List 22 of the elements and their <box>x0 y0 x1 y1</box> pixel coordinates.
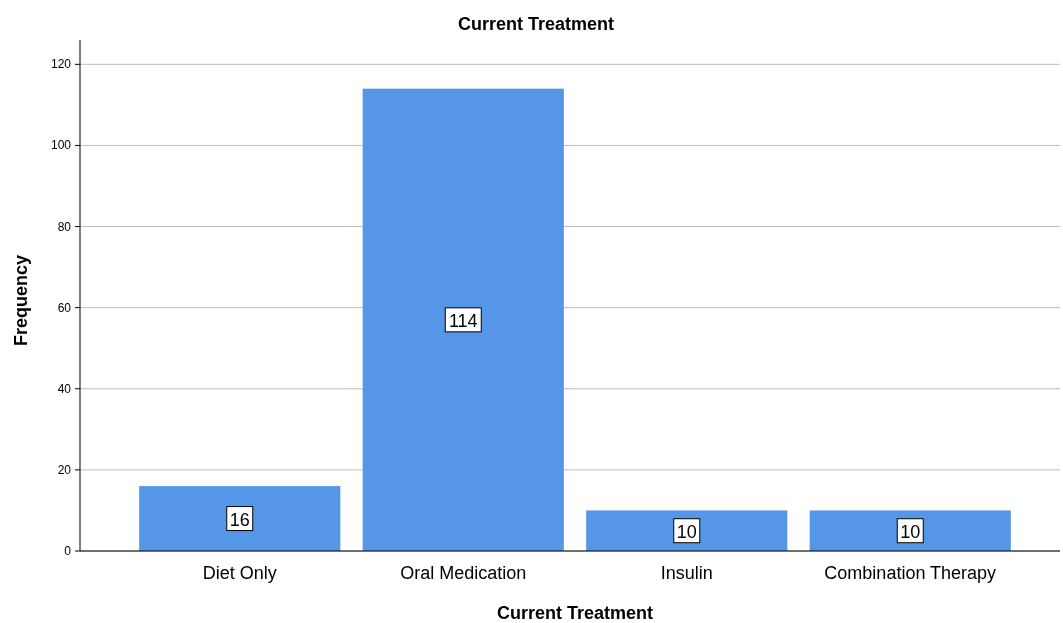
y-tick-label: 80 <box>57 219 72 234</box>
data-label: 114 <box>448 310 478 331</box>
bar <box>139 486 341 551</box>
data-label: 10 <box>900 521 921 542</box>
y-tick-label: 120 <box>50 57 72 72</box>
x-tick-label: Insulin <box>660 563 713 583</box>
data-label: 10 <box>676 521 697 542</box>
bar <box>362 88 564 551</box>
data-label: 16 <box>229 509 250 530</box>
x-axis-title: Current Treatment <box>496 603 654 623</box>
x-tick-label: Combination Therapy <box>824 563 997 583</box>
x-tick-label: Oral Medication <box>400 563 527 583</box>
bar <box>809 510 1011 551</box>
y-tick-label: 100 <box>50 138 72 153</box>
y-tick-label: 0 <box>64 544 72 558</box>
y-tick-label: 40 <box>57 381 72 396</box>
bar <box>586 510 788 551</box>
y-tick-label: 20 <box>57 462 72 477</box>
chart-title: Current Treatment <box>457 14 615 34</box>
x-tick-label: Diet Only <box>202 563 277 583</box>
y-tick-label: 60 <box>57 300 72 315</box>
y-axis-title: Frequency <box>11 254 31 347</box>
